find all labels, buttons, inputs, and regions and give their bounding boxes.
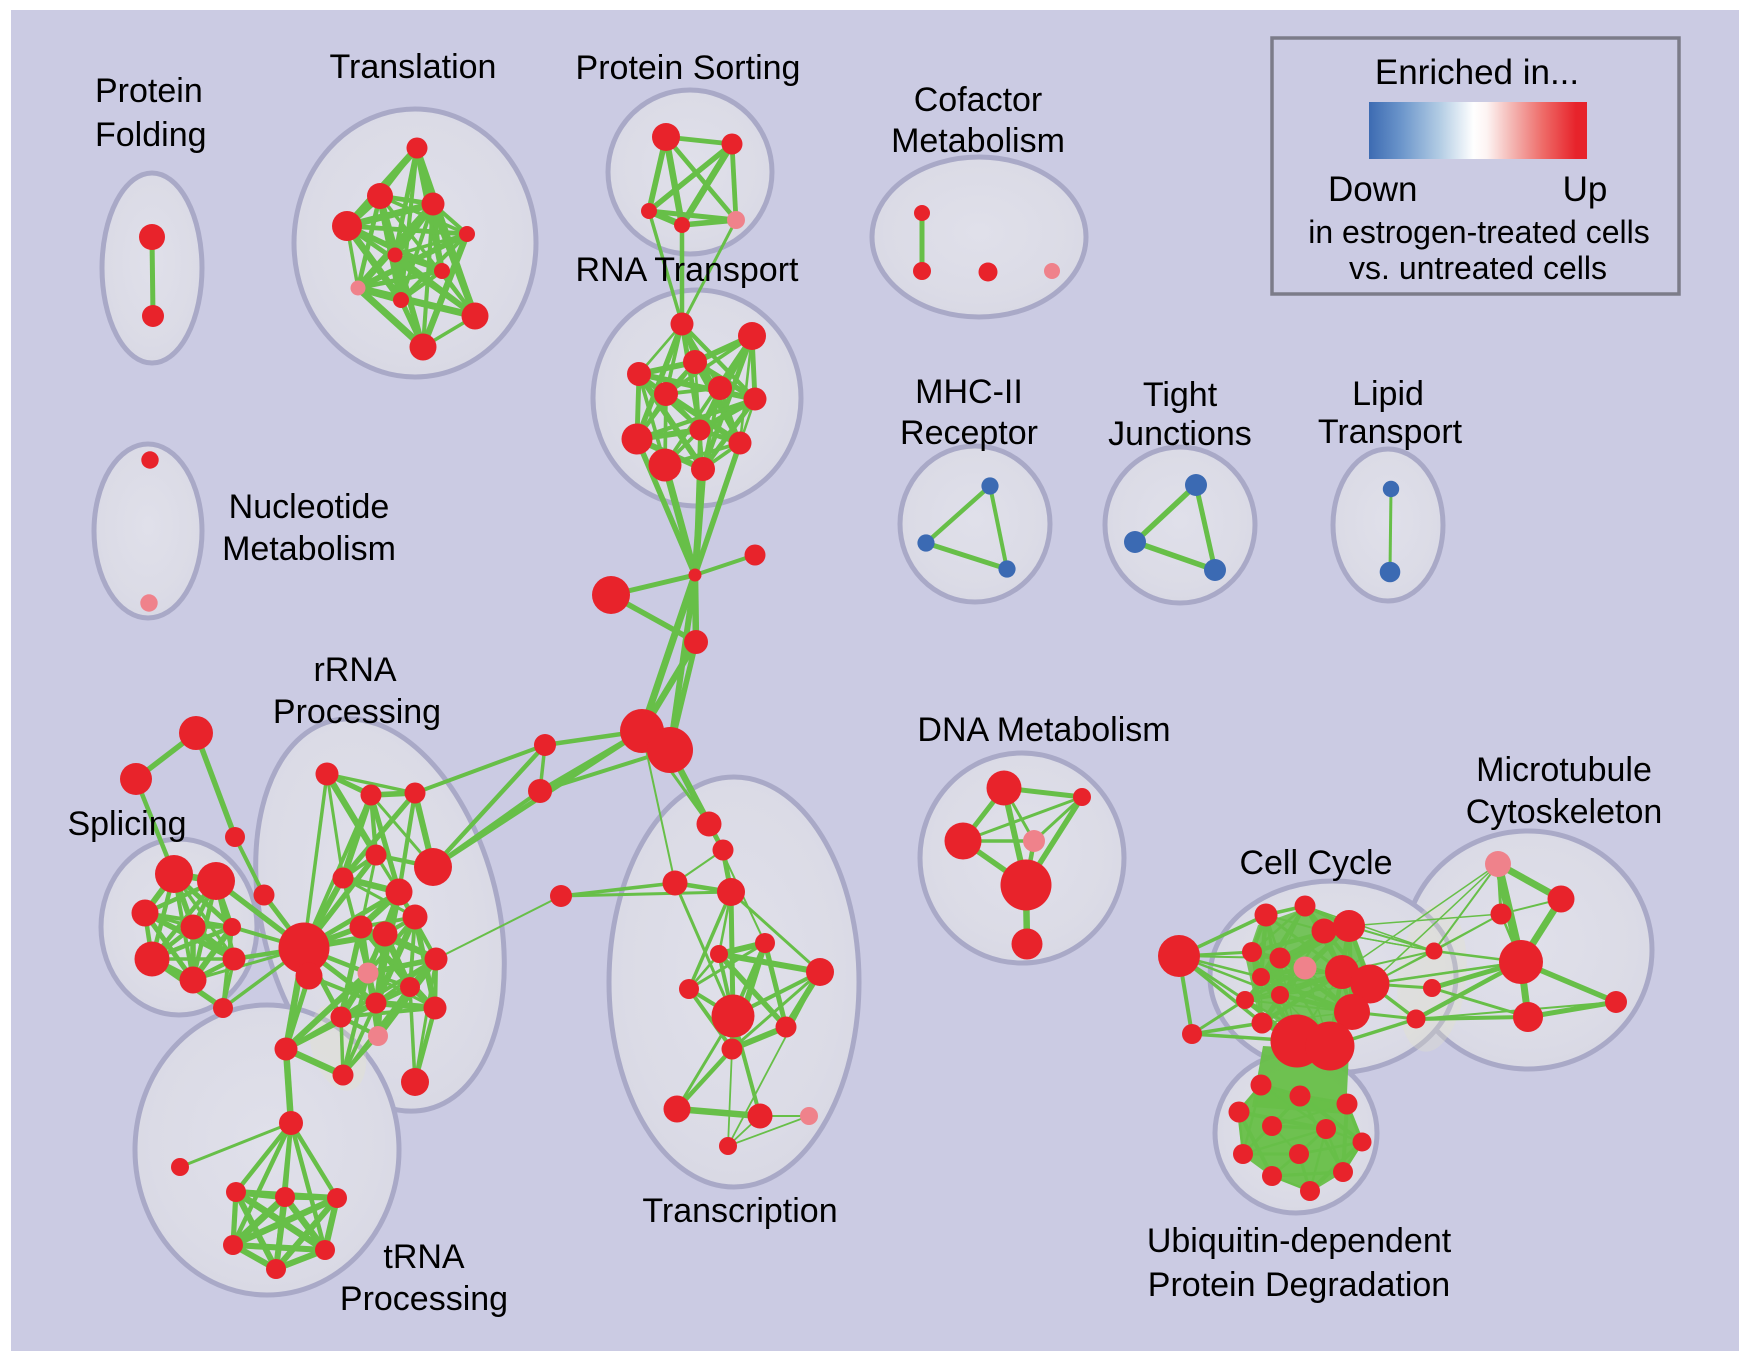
svg-text:Translation: Translation xyxy=(330,48,497,86)
svg-text:Lipid: Lipid xyxy=(1352,375,1424,413)
svg-text:Ubiquitin-dependent: Ubiquitin-dependent xyxy=(1147,1222,1452,1260)
svg-text:Microtubule: Microtubule xyxy=(1476,751,1652,789)
svg-text:vs. untreated cells: vs. untreated cells xyxy=(1349,250,1607,286)
svg-text:Transport: Transport xyxy=(1318,413,1463,451)
svg-text:Cytoskeleton: Cytoskeleton xyxy=(1466,793,1663,831)
svg-text:rRNA: rRNA xyxy=(313,651,396,689)
svg-text:Protein Sorting: Protein Sorting xyxy=(576,49,801,87)
svg-text:Splicing: Splicing xyxy=(67,805,186,843)
svg-text:Enriched in...: Enriched in... xyxy=(1375,53,1579,92)
svg-text:Metabolism: Metabolism xyxy=(891,122,1065,160)
svg-text:Cell Cycle: Cell Cycle xyxy=(1239,844,1392,882)
svg-text:Protein: Protein xyxy=(95,72,203,110)
svg-text:RNA Transport: RNA Transport xyxy=(576,251,800,289)
svg-text:Tight: Tight xyxy=(1143,376,1218,414)
svg-text:Junctions: Junctions xyxy=(1108,415,1252,453)
svg-text:Metabolism: Metabolism xyxy=(222,530,396,568)
svg-text:Down: Down xyxy=(1328,170,1417,209)
svg-text:Up: Up xyxy=(1563,170,1608,209)
svg-text:Processing: Processing xyxy=(340,1280,508,1318)
svg-text:Processing: Processing xyxy=(273,693,441,731)
svg-text:Receptor: Receptor xyxy=(900,414,1038,452)
svg-text:Transcription: Transcription xyxy=(642,1192,837,1230)
svg-text:Folding: Folding xyxy=(95,116,207,154)
svg-text:Protein Degradation: Protein Degradation xyxy=(1148,1266,1450,1304)
svg-text:Nucleotide: Nucleotide xyxy=(229,488,390,526)
svg-text:tRNA: tRNA xyxy=(383,1238,465,1276)
svg-text:DNA Metabolism: DNA Metabolism xyxy=(917,711,1170,749)
svg-text:MHC-II: MHC-II xyxy=(915,373,1023,411)
svg-text:in estrogen-treated cells: in estrogen-treated cells xyxy=(1308,214,1650,250)
svg-text:Cofactor: Cofactor xyxy=(914,81,1043,119)
